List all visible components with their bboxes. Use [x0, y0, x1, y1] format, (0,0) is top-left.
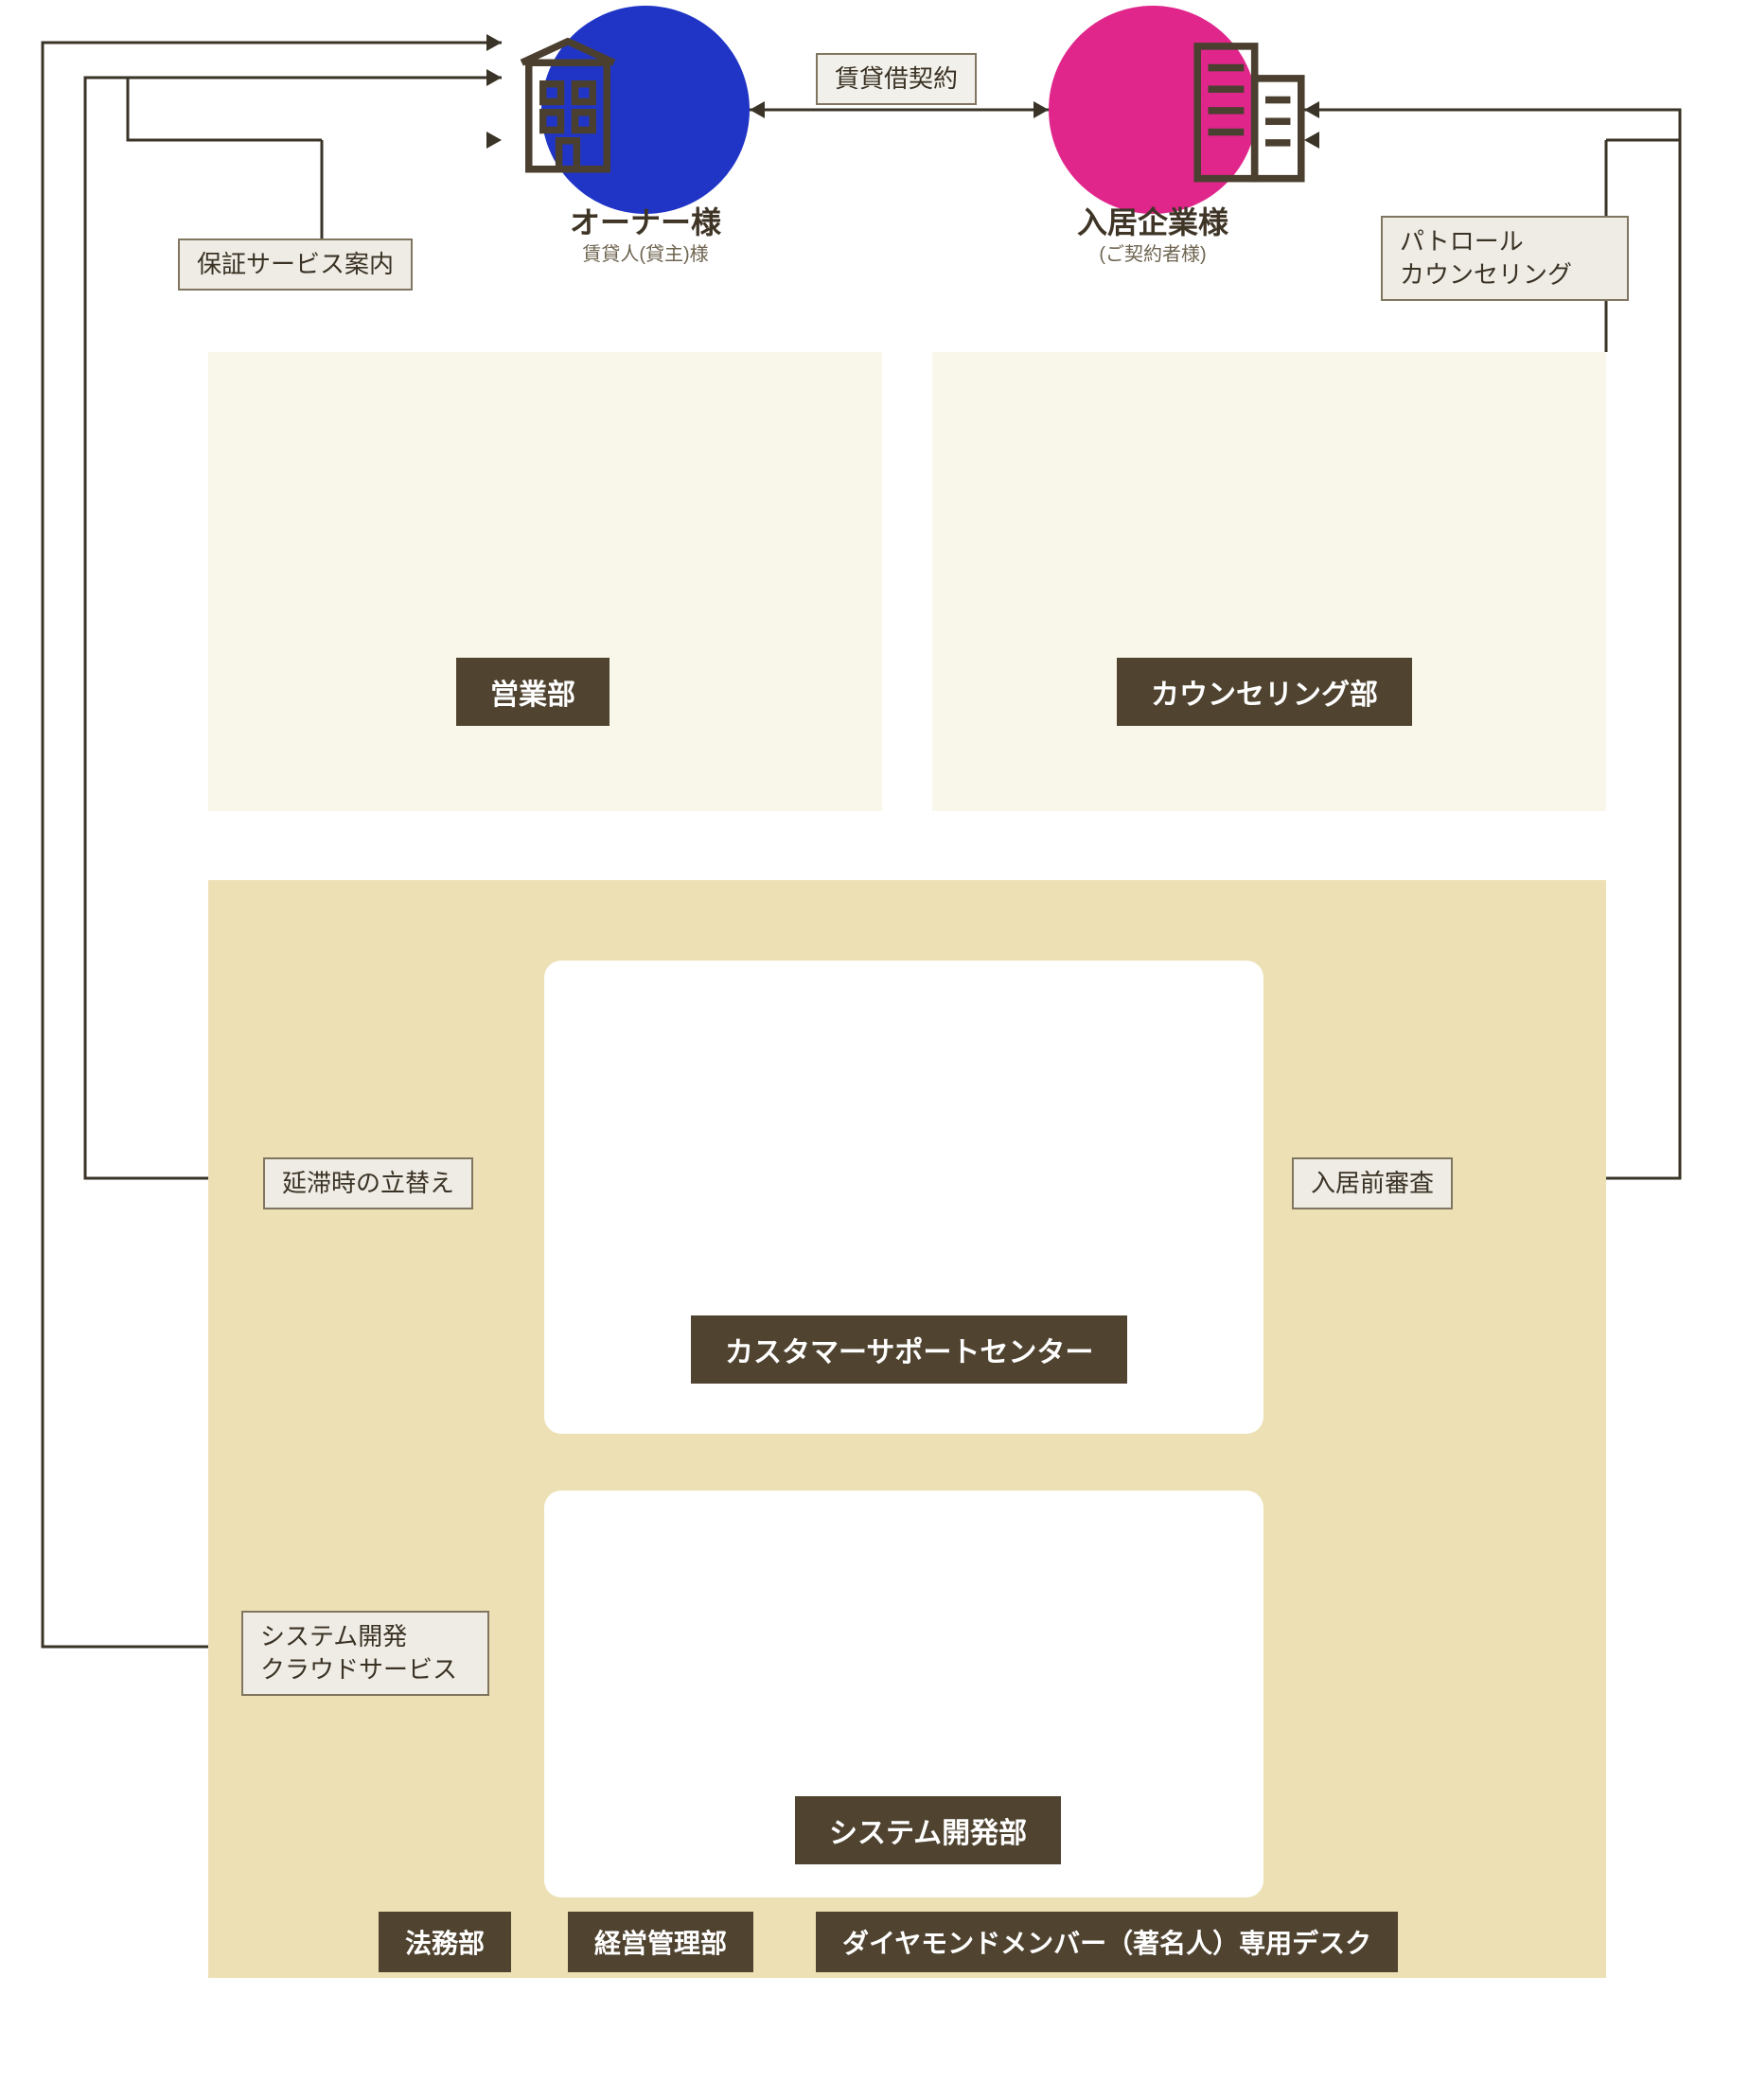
- patrol-counseling-label: パトロール カウンセリング: [1381, 216, 1629, 301]
- css-dept: カスタマーサポートセンター: [691, 1315, 1127, 1384]
- owner-building-icon: [511, 38, 625, 180]
- owner-subtitle: 賃貸人(貸主)様: [504, 238, 787, 266]
- sysdev-cloud-label: システム開発 クラウドサービス: [241, 1611, 489, 1696]
- patrol-line2: カウンセリング: [1400, 260, 1572, 289]
- advance-payment-label: 延滞時の立替え: [263, 1157, 473, 1209]
- guarantee-service-label: 保証サービス案内: [178, 238, 413, 291]
- counseling-panel: [932, 352, 1606, 811]
- owner-title: オーナー様: [504, 199, 787, 242]
- tenant-building-icon: [1183, 28, 1316, 189]
- mgmt-dept: 経営管理部: [568, 1912, 753, 1972]
- sales-panel: [208, 352, 882, 811]
- pre-screening-label: 入居前審査: [1292, 1157, 1453, 1209]
- diamond-dept: ダイヤモンドメンバー（著名人）専用デスク: [816, 1912, 1398, 1972]
- sales-dept: 営業部: [456, 658, 610, 726]
- patrol-line1: パトロール: [1400, 227, 1524, 256]
- tenant-subtitle: (ご契約者様): [1011, 238, 1295, 266]
- lease-contract-label: 賃貸借契約: [816, 53, 977, 105]
- legal-dept: 法務部: [379, 1912, 511, 1972]
- sysdev-dept: システム開発部: [795, 1796, 1061, 1864]
- counseling-dept: カウンセリング部: [1117, 658, 1412, 726]
- sysdev-cloud-line2: クラウドサービス: [260, 1655, 457, 1684]
- sysdev-cloud-line1: システム開発: [260, 1622, 407, 1650]
- tenant-title: 入居企業様: [1011, 199, 1295, 242]
- diagram-stage: オーナー様 賃貸人(貸主)様 入居企業様 (ご契約者様) 賃貸借契約 保証サービ…: [0, 0, 1749, 2100]
